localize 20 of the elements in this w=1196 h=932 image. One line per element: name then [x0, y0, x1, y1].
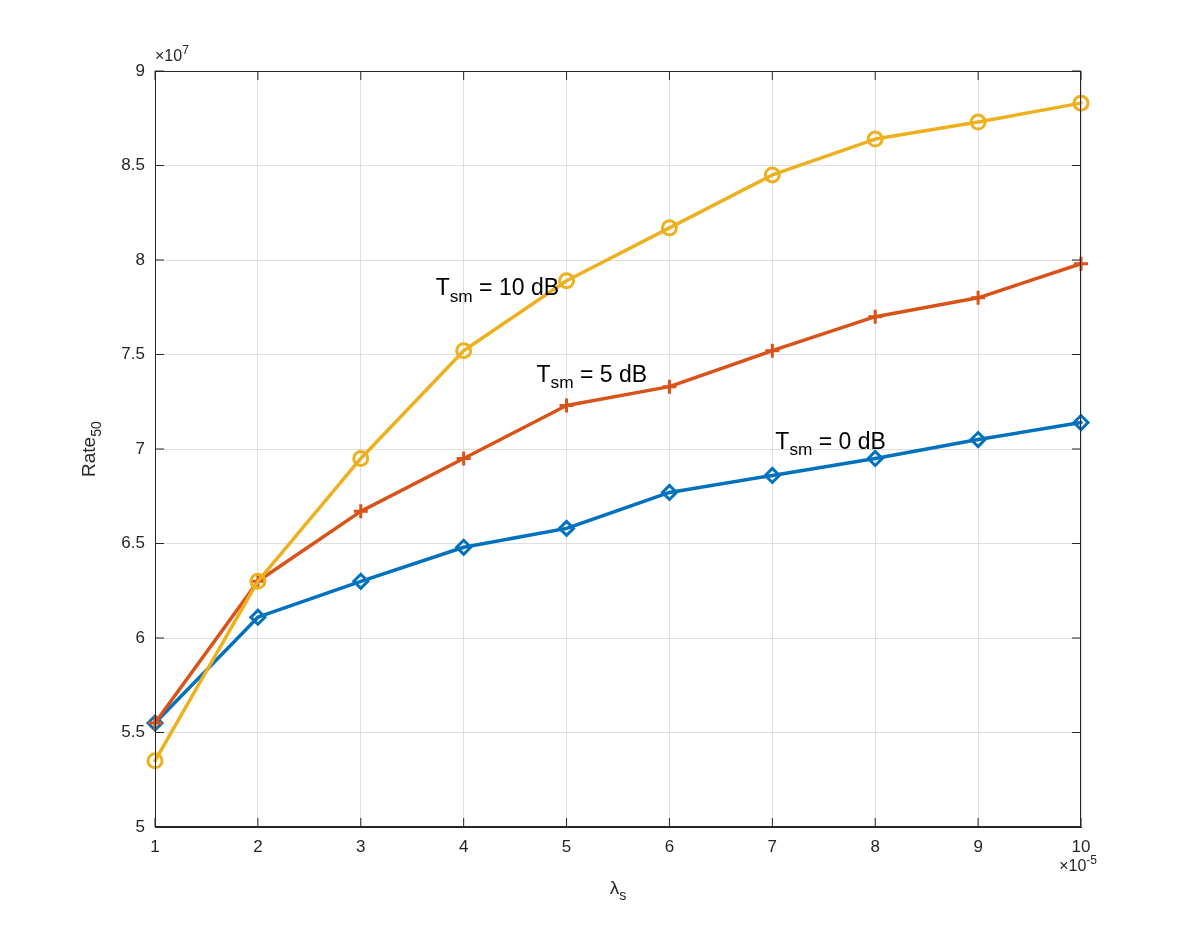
x-tick-label: 3 [356, 836, 366, 856]
x-tick-label: 5 [561, 836, 572, 856]
y-tick-label: 7.5 [121, 344, 145, 364]
y-tick-label: 6.5 [121, 533, 145, 553]
x-tick-label: 7 [767, 836, 778, 856]
y-axis-title: Rate50 [78, 420, 104, 477]
x-tick-label: 2 [253, 836, 263, 856]
x-tick-label: 1 [150, 836, 160, 856]
y-tick-label: 7 [135, 438, 145, 458]
x-tick-label: 6 [664, 836, 675, 856]
y-tick-label: 6 [135, 627, 145, 647]
y-tick-label: 5.5 [121, 722, 145, 742]
x-tick-label: 9 [973, 836, 983, 856]
y-tick-label: 5 [135, 816, 145, 836]
x-tick-label: 10 [1071, 836, 1091, 856]
y-tick-label: 8.5 [121, 155, 145, 175]
y-tick-label: 9 [135, 60, 145, 80]
x-tick-label: 4 [458, 836, 469, 856]
y-tick-label: 8 [135, 249, 145, 269]
x-tick-label: 8 [870, 836, 880, 856]
